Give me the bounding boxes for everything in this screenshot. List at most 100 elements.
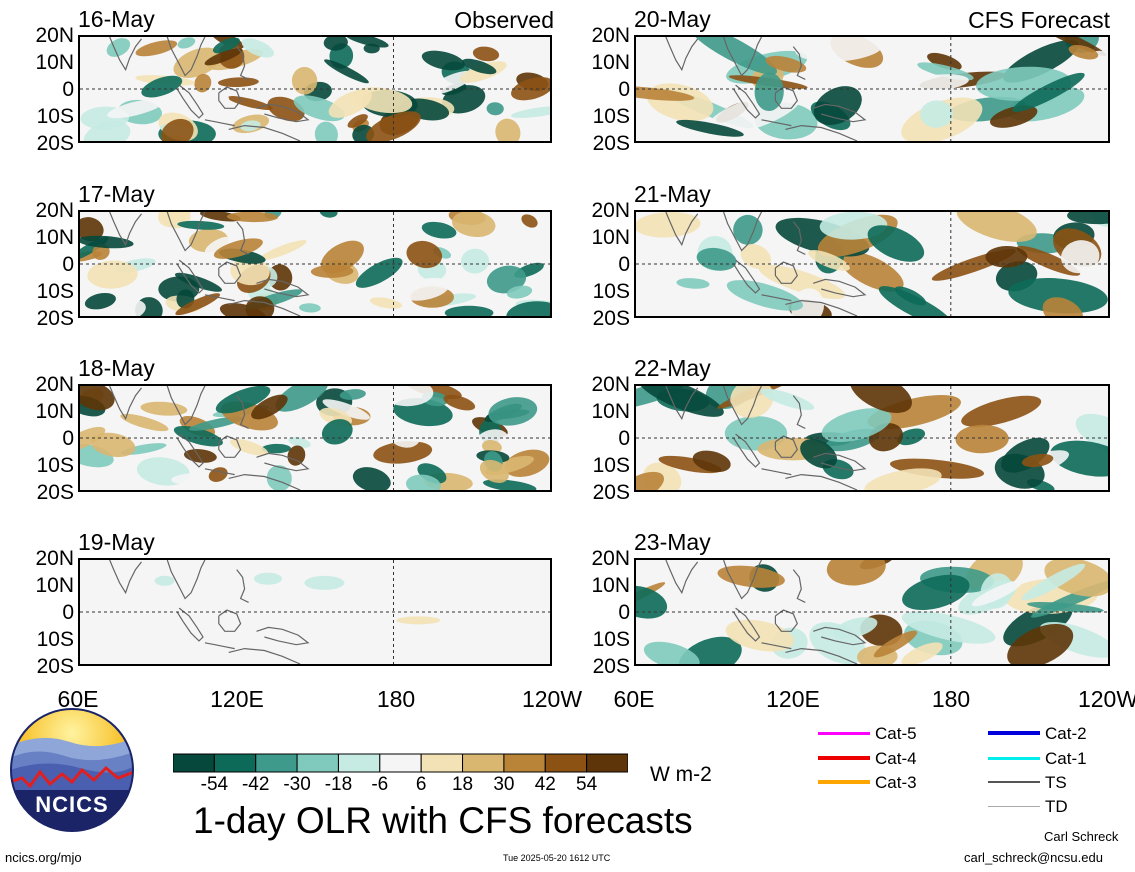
lat-label-right-2-4: 20S [592,307,630,330]
colorbar-swatch [586,753,629,773]
panel-date-left-4: 19-May [78,529,155,555]
colorbar-swatch [296,753,339,773]
lat-label-left-1-2: 0 [62,78,74,101]
lat-label-right-1-2: 0 [618,78,630,101]
lat-label-right-2-2: 0 [618,253,630,276]
lon-label-120w-left: 120W [521,686,583,712]
lat-label-right-4-1: 10N [591,574,630,597]
panel-date-left-3: 18-May [78,355,155,381]
lat-label-left-4-0: 20N [35,547,74,570]
legend-line-cat-1 [988,756,1040,760]
lat-label-left-4-2: 0 [62,601,74,624]
lon-label-120w-right: 120W [1077,686,1135,712]
footer-url: ncics.org/mjo [5,850,82,865]
lat-label-left-2-4: 20S [36,307,74,330]
legend-label-cat-5: Cat-5 [875,724,917,743]
olr-map-left-4 [78,558,552,666]
colorbar [172,753,629,778]
olr-map-right-3 [634,384,1110,492]
colorbar-swatch [420,753,464,773]
olr-map-left-2 [78,210,552,318]
lon-label-180-right: 180 [931,686,971,712]
olr-map-right-1 [634,35,1110,143]
olr-map-left-1 [78,35,552,143]
lat-label-left-3-2: 0 [62,427,74,450]
colorbar-swatch [255,753,298,773]
lat-label-left-4-4: 20S [36,655,74,678]
lat-label-right-2-3: 10S [592,280,630,303]
colorbar-tick-label: -18 [324,774,353,795]
panel-date-right-4: 23-May [634,529,711,555]
legend-line-cat-4 [818,756,870,760]
lat-label-left-3-0: 20N [35,373,74,396]
footer-author: Carl Schreck [1044,829,1119,844]
olr-map-left-3 [78,384,552,492]
legend-line-td [988,805,1040,807]
olr-map-right-4 [634,558,1110,666]
lat-label-left-1-1: 10N [35,51,74,74]
lat-label-left-3-3: 10S [36,454,74,477]
legend-line-cat-3 [818,780,870,784]
lat-label-right-3-0: 20N [591,373,630,396]
lat-label-right-4-3: 10S [592,628,630,651]
colorbar-tick-label: -54 [200,774,229,795]
colorbar-tick-label: 54 [576,774,598,795]
legend-label-td: TD [1045,797,1068,816]
lat-label-right-1-1: 10N [591,51,630,74]
colorbar-tick-label: 42 [534,774,556,795]
lon-label-60e-left: 60E [57,686,99,712]
lat-label-right-3-4: 20S [592,481,630,504]
cfs-forecast-label: CFS Forecast [968,7,1110,33]
lon-label-120e-left: 120E [210,686,264,712]
legend-label-ts: TS [1045,773,1067,792]
colorbar-swatch [379,753,422,773]
lat-label-right-3-3: 10S [592,454,630,477]
colorbar-units: W m-2 [650,763,712,786]
lat-label-left-1-3: 10S [36,105,74,128]
observed-label: Observed [454,7,554,33]
legend-line-cat-2 [988,731,1040,735]
lat-label-right-3-2: 0 [618,427,630,450]
panel-date-left-1: 16-May [78,6,155,32]
footer-email: carl_schreck@ncsu.edu [964,850,1103,865]
lat-label-right-1-3: 10S [592,105,630,128]
colorbar-swatch [213,753,257,773]
lat-label-right-4-0: 20N [591,547,630,570]
lat-label-right-1-4: 20S [592,132,630,155]
legend-label-cat-4: Cat-4 [875,749,917,768]
legend-label-cat-1: Cat-1 [1045,749,1087,768]
footer-timestamp: Tue 2025-05-20 1612 UTC [503,853,611,863]
colorbar-tick-label: -6 [371,774,389,795]
lat-label-right-3-1: 10N [591,400,630,423]
colorbar-swatch [544,753,588,773]
figure-title: 1-day OLR with CFS forecasts [193,800,693,841]
lat-label-left-4-3: 10S [36,628,74,651]
colorbar-tick-label: -30 [283,774,311,795]
colorbar-tick-label: 18 [451,774,474,795]
lat-label-left-3-4: 20S [36,481,74,504]
colorbar-swatch [172,753,215,773]
colorbar-swatch [462,753,505,773]
lat-label-left-1-4: 20S [36,132,74,155]
lon-label-120e-right: 120E [766,686,820,712]
colorbar-tick-label: 6 [415,774,427,795]
colorbar-tick-label: 30 [493,774,515,795]
lat-label-left-2-2: 0 [62,253,74,276]
lat-label-left-4-1: 10N [35,574,74,597]
legend-line-cat-5 [818,731,870,735]
colorbar-swatch [503,753,546,773]
ncics-logo: NCICS [10,708,134,832]
logo-text: NCICS [35,792,109,817]
lat-label-left-2-0: 20N [35,199,74,222]
olr-map-right-2 [634,210,1110,318]
lat-label-right-2-1: 10N [591,226,630,249]
lat-label-right-4-4: 20S [592,655,630,678]
panel-date-right-2: 21-May [634,181,711,207]
legend-line-ts [988,781,1040,783]
lat-label-left-1-0: 20N [35,24,74,47]
lat-label-left-2-1: 10N [35,226,74,249]
legend-label-cat-3: Cat-3 [875,773,917,792]
panel-date-right-3: 22-May [634,355,711,381]
panel-date-right-1: 20-May [634,6,711,32]
lat-label-right-2-0: 20N [591,199,630,222]
